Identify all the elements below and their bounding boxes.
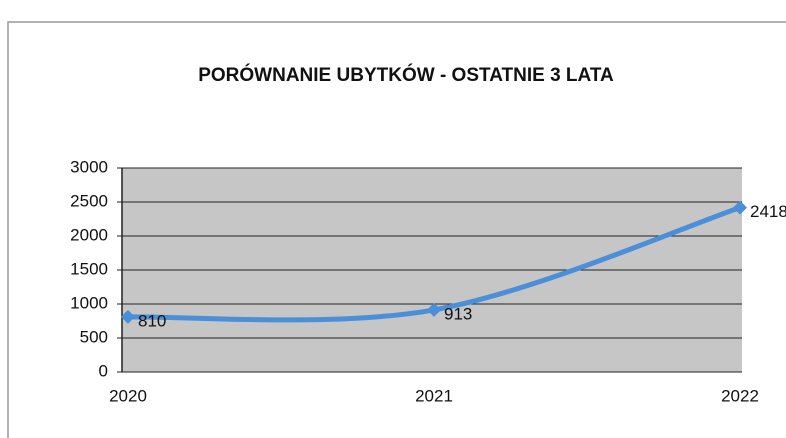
data-label: 2418 xyxy=(750,202,786,221)
x-tick-label: 2021 xyxy=(415,386,453,405)
data-point xyxy=(427,302,441,317)
y-tick-label: 2500 xyxy=(70,191,108,210)
y-tick-label: 2000 xyxy=(70,225,108,244)
y-tick-label: 1500 xyxy=(70,259,108,278)
data-point xyxy=(733,200,747,215)
x-tick-label: 2022 xyxy=(721,386,759,405)
data-point xyxy=(121,309,135,324)
y-tick-label: 1000 xyxy=(70,293,108,312)
data-label: 810 xyxy=(138,311,166,330)
y-tick-label: 0 xyxy=(99,361,108,380)
y-tick-label: 500 xyxy=(80,327,108,346)
x-tick-label: 2020 xyxy=(109,386,147,405)
data-label: 913 xyxy=(444,304,472,323)
y-tick-label: 3000 xyxy=(70,157,108,176)
chart-title: PORÓWNANIE UBYTKÓW - OSTATNIE 3 LATA xyxy=(198,64,614,86)
